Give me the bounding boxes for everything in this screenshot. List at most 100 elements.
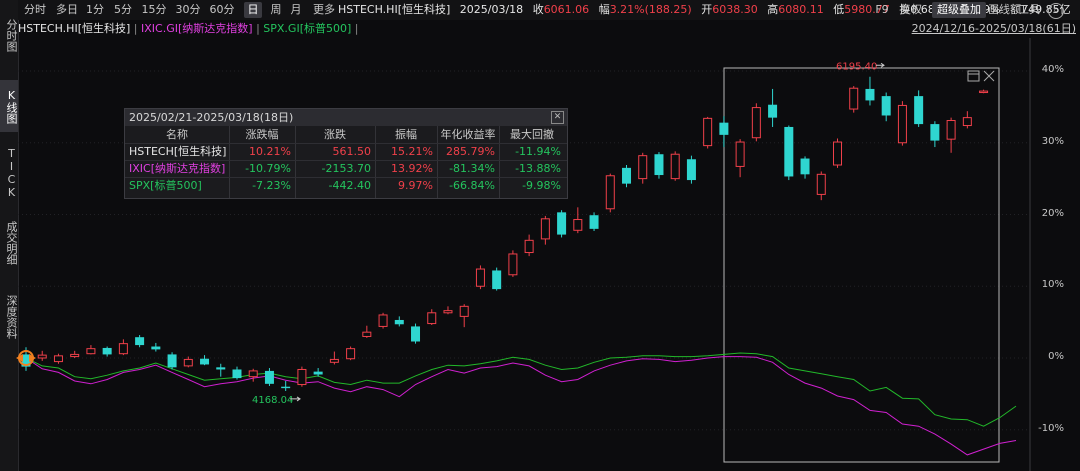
period-day-button[interactable]: 日 [244, 2, 262, 18]
stats-cell: -9.98% [522, 179, 561, 192]
stats-col-divider [295, 126, 296, 198]
candle-body-down [411, 326, 421, 342]
period-multiday-button[interactable]: 多日 [56, 3, 78, 16]
candle-body-up [37, 354, 47, 359]
side-tab-tick[interactable]: TICK [5, 147, 18, 199]
period-30min-button[interactable]: 30分 [175, 3, 201, 16]
candle-body-up [346, 348, 356, 360]
candle-body-up [362, 331, 372, 337]
candle-body-up [524, 239, 534, 254]
candle [686, 155, 696, 184]
legend-spx[interactable]: SPX.GI[标普500] [263, 22, 352, 35]
candle [622, 164, 632, 188]
candle [605, 173, 615, 213]
f9-button[interactable]: F9 [875, 3, 889, 16]
candle-body-up [540, 218, 550, 240]
y-axis: 40% 30% 20% 10% 0% -10% [1024, 38, 1080, 471]
candle-body-up [703, 117, 713, 147]
search-icon[interactable]: ⌕ [1048, 3, 1064, 19]
candle-body-down [768, 104, 778, 118]
candle [881, 92, 891, 122]
period-15min-button[interactable]: 15分 [141, 3, 167, 16]
y-tick-label: 30% [1041, 135, 1064, 147]
period-5min-button[interactable]: 5分 [114, 3, 132, 16]
candle [248, 368, 258, 382]
stats-row-name: SPX[标普500] [129, 179, 202, 192]
quote-low-value: 5980.77 [844, 3, 890, 16]
stats-cell: -10.79% [245, 162, 291, 175]
legend-main[interactable]: HSTECH.HI[恒生科技] [18, 22, 131, 35]
y-tick-label: 40% [1041, 64, 1064, 75]
overlay-lines [25, 352, 1017, 456]
candle-body-down [21, 354, 31, 367]
tools-button[interactable]: 工具 [1018, 3, 1040, 16]
adjust-button[interactable]: 复权 [900, 3, 922, 16]
stats-col-header: 名称 [166, 128, 188, 141]
candle-body-up [897, 104, 907, 144]
candle [930, 121, 940, 148]
candle-body-down [881, 96, 891, 116]
high-marker-arrow [876, 62, 885, 68]
start-marker-right [29, 354, 36, 362]
stats-cell: 561.50 [332, 145, 372, 158]
quote-close-value: 6061.06 [543, 3, 590, 16]
period-1min-button[interactable]: 1分 [86, 3, 104, 16]
stats-cell: 9.97% [398, 179, 433, 192]
candle [475, 265, 485, 290]
candle-body-up [183, 358, 193, 367]
period-intraday-button[interactable]: 分时 [24, 3, 46, 16]
y-tick-label: -10% [1038, 422, 1064, 434]
side-tab-depth[interactable]: 深度资料 [5, 295, 18, 339]
start-marker-left [16, 354, 23, 362]
stats-col-divider [437, 126, 438, 198]
candle [329, 351, 339, 365]
quote-amount-label: 额 [1010, 3, 1022, 16]
candle [281, 380, 291, 392]
super-overlay-button[interactable]: 超级叠加 [932, 2, 986, 18]
candle [459, 304, 469, 328]
close-icon[interactable]: ✕ [551, 111, 564, 124]
stats-col-header: 涨跌幅 [245, 128, 279, 141]
side-tab-intraday[interactable]: 分时图 [5, 18, 18, 52]
candle [362, 325, 372, 338]
candle-body-up [297, 368, 307, 386]
candle [540, 215, 550, 245]
candle-body-up [378, 314, 388, 327]
candle-body-up [118, 343, 128, 355]
period-60min-button[interactable]: 60分 [209, 3, 235, 16]
candle [703, 116, 713, 149]
period-week-button[interactable]: 周 [270, 3, 282, 16]
y-tick-label: 20% [1041, 207, 1064, 219]
stats-cell: -81.34% [449, 162, 495, 175]
quote-change-value: 3.21%(188.25) [609, 3, 692, 16]
draw-line-button[interactable]: 画线 [988, 3, 1010, 16]
candle [427, 309, 437, 325]
candle-body-up [248, 370, 258, 378]
left-side-menu: 分时图 K线图 TICK 成交明细 深度资料 [0, 0, 19, 471]
period-month-button[interactable]: 月 [290, 3, 302, 16]
side-tab-trades[interactable]: 成交明细 [5, 221, 18, 265]
candle [979, 89, 989, 94]
quote-date: 2025/03/18 [459, 3, 524, 16]
side-tab-kline[interactable]: K线图 [0, 80, 18, 132]
candle-body-down [914, 96, 924, 125]
candle-body-up [833, 141, 842, 166]
candle-body-down [865, 88, 875, 101]
date-range-label[interactable]: 2024/12/16-2025/03/18(61日) [911, 22, 1076, 35]
candle-body-up [638, 155, 648, 180]
close-selection-icon [983, 70, 995, 82]
candle [897, 101, 907, 146]
period-more-button[interactable]: 更多 [313, 3, 335, 16]
candle-body-down [557, 212, 567, 235]
candle [394, 316, 404, 327]
candle [118, 339, 128, 356]
low-marker-arrow [290, 396, 301, 402]
candle [167, 352, 177, 370]
candle [638, 152, 648, 184]
candle-body-down [800, 158, 810, 175]
legend-ixic[interactable]: IXIC.GI[纳斯达克指数] [141, 22, 253, 35]
spx-line [25, 352, 1017, 427]
stats-cell: -7.23% [252, 179, 291, 192]
candle [232, 366, 242, 380]
kline-chart[interactable]: 6195.40 4168.04 [0, 38, 1080, 471]
